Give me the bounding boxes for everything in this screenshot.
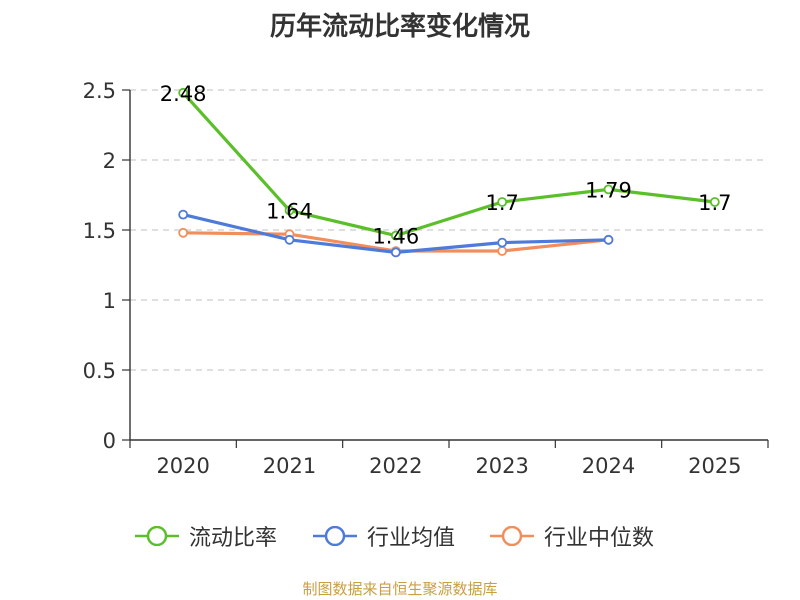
legend-marker-icon — [135, 526, 179, 546]
x-tick-label: 2025 — [688, 454, 741, 478]
data-label: 2.48 — [160, 82, 207, 106]
data-label: 1.79 — [585, 178, 632, 202]
x-tick-label: 2020 — [156, 454, 209, 478]
data-point — [497, 246, 508, 256]
legend-label: 流动比率 — [189, 526, 278, 551]
data-label: 1.46 — [372, 225, 419, 249]
data-labels: 2.48 1.64 1.46 1.7 1.79 1.7 — [160, 82, 732, 249]
legend-item-industry-median[interactable]: 行业中位数 — [488, 518, 654, 554]
y-tick-label: 1 — [103, 289, 116, 313]
y-tick-label: 1.5 — [83, 219, 116, 243]
y-tick-label: 2 — [103, 149, 116, 173]
x-tick-label: 2023 — [475, 454, 528, 478]
series-line-0 — [181, 91, 716, 238]
data-label: 1.7 — [485, 191, 518, 215]
data-point — [284, 234, 295, 245]
legend-marker-icon — [490, 526, 534, 546]
x-tick-label: 2024 — [582, 454, 635, 478]
data-point — [178, 87, 189, 98]
data-point — [497, 197, 508, 207]
chart-title: 历年流动比率变化情况 — [269, 12, 530, 42]
y-tick-label: 0 — [103, 429, 116, 453]
x-tick-label: 2022 — [369, 454, 422, 478]
axes: 0 0.5 1 1.5 2 2.5 2020 2021 2022 2023 2024 2025 — [83, 79, 769, 478]
series-lines — [178, 87, 720, 258]
legend-item-industry-average[interactable]: 行业均值 — [311, 518, 455, 554]
data-point — [390, 247, 401, 258]
data-point — [284, 205, 295, 216]
legend-marker-icon — [313, 526, 357, 546]
data-label: 1.64 — [266, 199, 313, 223]
legend-label: 行业均值 — [367, 526, 456, 551]
data-point — [709, 197, 720, 207]
data-point — [603, 234, 614, 245]
y-tick-label: 0.5 — [83, 359, 116, 383]
data-label: 1.7 — [698, 191, 731, 215]
y-tick-label: 2.5 — [83, 79, 116, 103]
legend-item-current-ratio[interactable]: 流动比率 — [133, 518, 277, 554]
data-source-note: 制图数据来自恒生聚源数据库 — [302, 580, 498, 598]
data-point — [390, 230, 401, 241]
x-tick-label: 2021 — [263, 454, 316, 478]
legend-label: 行业中位数 — [544, 526, 655, 551]
legend: 流动比率 行业均值 行业中位数 — [0, 518, 800, 554]
data-point — [178, 209, 189, 220]
data-point — [178, 227, 189, 238]
data-point — [497, 237, 508, 248]
data-point — [603, 184, 614, 195]
grid-lines — [130, 89, 768, 371]
